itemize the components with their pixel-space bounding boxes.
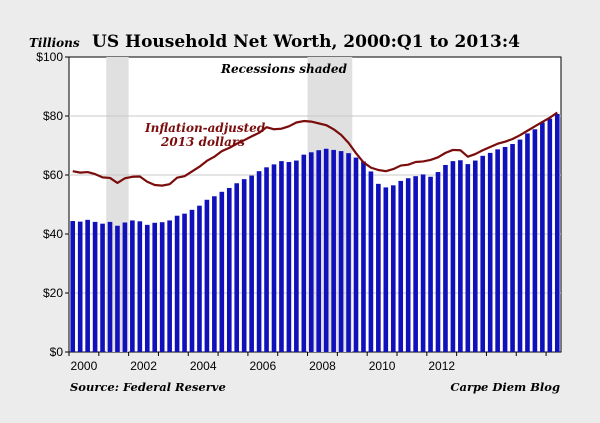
line-label-2: 2013 dollars [160, 135, 245, 149]
bar [226, 187, 232, 352]
bar [137, 221, 143, 352]
bar [219, 191, 225, 352]
bar [77, 221, 83, 352]
y-tick-label: $100 [36, 50, 63, 64]
bar [174, 215, 180, 352]
chart-title: US Household Net Worth, 2000:Q1 to 2013:… [92, 32, 520, 52]
bar [130, 220, 135, 352]
bar [308, 152, 314, 352]
recessions-annotation: Recessions shaded [220, 62, 348, 76]
x-tick-label: 2004 [190, 359, 217, 373]
bar [122, 222, 128, 352]
bar [465, 164, 471, 352]
bar [390, 185, 396, 352]
bar [152, 222, 158, 352]
bar [346, 153, 351, 352]
bar [286, 162, 292, 352]
y-tick-label: $60 [43, 168, 63, 182]
bar [517, 139, 523, 352]
source-note: Source: Federal Reserve [70, 380, 226, 394]
bar [554, 113, 560, 352]
bar [264, 167, 269, 352]
bar [115, 225, 120, 352]
bar [85, 219, 90, 352]
bar [510, 144, 515, 352]
credit-note: Carpe Diem Blog [450, 380, 560, 394]
units-label: Tillions [29, 36, 80, 50]
x-tick-label: 2006 [249, 359, 276, 373]
line-label-1: Inflation-adjusted [144, 121, 266, 135]
bar [428, 176, 433, 352]
bar [144, 224, 150, 352]
bar [100, 223, 105, 352]
bar [368, 171, 374, 352]
bar [316, 150, 322, 352]
bar [279, 161, 284, 352]
bar [212, 196, 217, 352]
bar [413, 176, 418, 352]
bar [70, 221, 76, 352]
bar [547, 118, 553, 352]
gridlines [69, 115, 561, 294]
x-tick-label: 2000 [71, 359, 98, 373]
x-tick-label: 2010 [369, 359, 396, 373]
bar [167, 220, 172, 352]
y-tick-label: $40 [43, 227, 63, 241]
bar [294, 160, 299, 352]
bar [331, 149, 336, 352]
y-axis: $0 $20 $40 $60 $80 $100 [36, 50, 69, 359]
bar [458, 160, 463, 352]
x-tick-label: 2002 [130, 359, 157, 373]
bar [159, 222, 165, 352]
x-axis: 2000 2002 2004 2006 2008 2010 2012 [68, 352, 547, 373]
bar [383, 187, 389, 352]
bar [443, 164, 448, 352]
bar [338, 151, 344, 352]
x-tick-label: 2008 [309, 359, 336, 373]
bar [532, 129, 538, 352]
y-tick-label: $20 [43, 286, 63, 300]
bar [256, 171, 262, 352]
bar [182, 213, 187, 352]
bar [204, 199, 210, 352]
bar-series [70, 113, 560, 353]
bar [420, 174, 426, 352]
bar [197, 205, 202, 352]
bar [271, 164, 277, 352]
bar [92, 221, 98, 352]
bar [353, 157, 359, 352]
line-series [72, 111, 558, 187]
bar [323, 148, 329, 352]
bar [495, 149, 500, 352]
bar [361, 161, 366, 352]
bar [189, 209, 195, 352]
y-tick-label: $0 [50, 345, 64, 359]
inflation-adjusted-line [72, 111, 558, 187]
x-tick-label: 2012 [428, 359, 455, 373]
bar [398, 180, 404, 352]
bar [435, 172, 441, 352]
recession-band-1 [307, 57, 353, 352]
bar [480, 155, 486, 352]
bar [249, 175, 254, 352]
bar [107, 221, 113, 352]
bar [472, 160, 478, 352]
bar [502, 146, 508, 352]
bar [234, 183, 240, 352]
bar [301, 154, 307, 352]
bar [487, 152, 493, 352]
bar [540, 122, 545, 353]
bar [405, 178, 411, 352]
bar [525, 133, 530, 352]
bar [241, 179, 247, 352]
bar [450, 161, 456, 352]
bar [376, 183, 381, 352]
y-tick-label: $80 [43, 109, 63, 123]
